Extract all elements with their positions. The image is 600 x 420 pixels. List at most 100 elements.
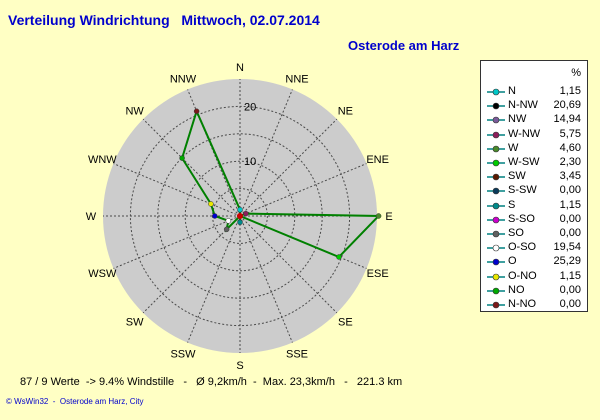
legend-row: O-SO 19,54 [481, 241, 587, 255]
legend-label: N [508, 85, 516, 97]
legend-label: N-NW [508, 99, 538, 112]
direction-label-nne: NNE [285, 73, 308, 85]
legend-marker [487, 230, 505, 238]
legend-label: W-SW [508, 156, 540, 168]
legend-label: N-NO [508, 298, 537, 310]
legend-row: O-NO 1,15 [481, 270, 587, 284]
legend: % N 1,15 N-NW 20,69 NW 14,94 W-NW 5,75 W 4,60 W-SW… [480, 60, 588, 312]
legend-value: 0,00 [559, 283, 581, 296]
legend-marker [487, 131, 505, 138]
radial-tick-10: 10 [244, 156, 256, 168]
spoke-nne [239, 89, 293, 217]
radial-tick-20: 20 [244, 101, 256, 113]
legend-label: S-SW [508, 184, 537, 197]
legend-row: W 4,60 [481, 142, 587, 156]
legend-marker [487, 145, 505, 153]
direction-label-ese: ESE [367, 268, 389, 280]
point-ese [336, 254, 342, 260]
direction-label-ene: ENE [366, 154, 389, 166]
direction-label-nnw: NNW [170, 73, 197, 85]
stats-footer: 87 / 9 Werte -> 9.4% Windstille - Ø 9,2k… [20, 376, 403, 388]
legend-marker [487, 259, 505, 266]
legend-row: W-SW 2,30 [481, 156, 587, 170]
legend-value: 0,00 [559, 298, 581, 310]
legend-label: S-SO [508, 212, 535, 225]
legend-label: O-SO [508, 241, 537, 254]
direction-label-sw: SW [126, 316, 144, 328]
legend-row: W-NW 5,75 [481, 128, 587, 142]
legend-value: 3,45 [559, 170, 581, 183]
spoke-se [239, 215, 338, 314]
direction-label-wnw: WNW [88, 154, 117, 166]
legend-marker [487, 117, 505, 124]
legend-row: NO 0,00 [481, 284, 587, 298]
spoke-sw [142, 215, 241, 314]
legend-label: O [508, 255, 517, 268]
legend-row: SW 3,45 [481, 170, 587, 184]
direction-label-ssw: SSW [170, 349, 196, 361]
legend-label: NO [508, 283, 525, 296]
spoke-sse [239, 215, 293, 343]
legend-marker [487, 88, 505, 96]
legend-value: 14,94 [553, 113, 581, 126]
point-nw [179, 155, 185, 161]
point-ene [243, 210, 249, 217]
legend-row: SO 0,00 [481, 227, 587, 241]
legend-marker [487, 273, 505, 280]
legend-label: W-NW [508, 127, 541, 140]
legend-marker [487, 159, 505, 167]
center-point [237, 213, 243, 219]
legend-marker [487, 188, 505, 195]
legend-marker [487, 301, 505, 309]
point-e [375, 213, 382, 219]
point-w [212, 213, 218, 219]
legend-marker [487, 287, 505, 295]
grid-ring [157, 133, 323, 299]
legend-value: 0,00 [559, 212, 581, 225]
direction-label-n: N [236, 62, 244, 74]
legend-row: N 1,15 [481, 85, 587, 99]
legend-label: W [508, 141, 519, 154]
legend-unit: % [571, 67, 581, 79]
direction-label-se: SE [338, 316, 353, 328]
legend-row: O 25,29 [481, 255, 587, 269]
credit-line: © WsWin32 - Osterode am Harz, City [6, 397, 144, 406]
legend-value: 1,15 [559, 269, 581, 282]
direction-label-e: E [385, 211, 392, 223]
spoke-ne [239, 118, 338, 217]
legend-row: S-SO 0,00 [481, 213, 587, 227]
spoke-ssw [187, 215, 241, 343]
point-wnw [208, 201, 214, 207]
legend-value: 5,75 [559, 127, 581, 140]
legend-value: 2,30 [559, 156, 581, 168]
legend-marker [487, 102, 505, 110]
legend-value: 0,00 [559, 184, 581, 197]
legend-row: N-NO 0,00 [481, 298, 587, 312]
direction-label-sse: SSE [286, 349, 308, 361]
legend-value: 1,15 [559, 198, 581, 211]
spoke-ene [239, 163, 367, 217]
direction-label-wsw: WSW [88, 268, 117, 280]
legend-value: 4,60 [559, 141, 581, 154]
point-s [237, 219, 243, 226]
legend-label: NW [508, 113, 527, 126]
spoke-nnw [187, 89, 241, 217]
spoke-nw [142, 118, 241, 217]
legend-value: 1,15 [559, 85, 581, 97]
legend-label: SO [508, 227, 524, 239]
legend-row: NW 14,94 [481, 113, 587, 127]
legend-label: SW [508, 170, 526, 183]
legend-value: 19,54 [553, 241, 581, 254]
legend-value: 25,29 [553, 255, 581, 268]
grid-ring [184, 160, 296, 272]
legend-row: S 1,15 [481, 199, 587, 213]
spoke-wsw [113, 215, 241, 269]
legend-label: S [508, 198, 516, 211]
legend-row: N-NW 20,69 [481, 99, 587, 113]
legend-value: 20,69 [553, 99, 581, 112]
point-sw [223, 226, 230, 233]
legend-marker [487, 216, 505, 224]
legend-row: S-SW 0,00 [481, 184, 587, 198]
legend-label: O-NO [508, 269, 537, 282]
